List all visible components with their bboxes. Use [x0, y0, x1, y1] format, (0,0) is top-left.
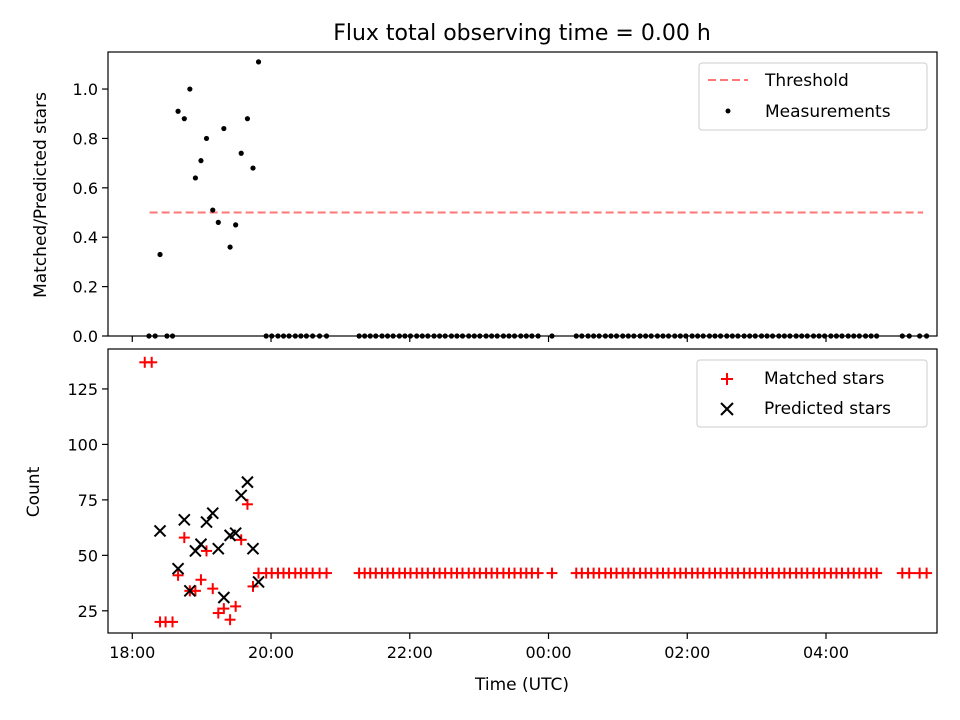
x-tick-label: 04:00 [803, 643, 849, 662]
count-y-axis-label: Count [24, 466, 44, 517]
figure-title: Flux total observing time = 0.00 h [333, 21, 711, 46]
count-y-tick-label: 100 [67, 435, 98, 454]
ratio-y-tick-label: 0.2 [73, 278, 98, 297]
matched-star-point [172, 569, 184, 581]
legend-predicted-label: Predicted stars [764, 399, 891, 419]
matched-star-point [218, 603, 230, 615]
count-legend: Matched stars Predicted stars [696, 359, 928, 428]
ratio-y-tick-label: 0.0 [73, 327, 98, 346]
ratio-axes-frame [107, 51, 938, 337]
matched-star-point [146, 356, 158, 368]
predicted-star-point [212, 542, 225, 555]
ratio-y-tick-label: 0.4 [73, 228, 98, 247]
measurement-point [238, 150, 244, 156]
matched-star-point [207, 583, 219, 595]
measurement-point [198, 158, 204, 164]
x-axis-label: Time (UTC) [474, 675, 569, 695]
predicted-star-point [171, 562, 185, 575]
matched-star-point [201, 545, 213, 557]
count-y-tick-label: 125 [67, 380, 98, 399]
measurement-point [227, 244, 233, 250]
predicted-star-point [200, 515, 213, 529]
legend-measurement-label: Measurements [765, 102, 891, 122]
count-points [139, 356, 933, 628]
measurement-point [203, 135, 210, 142]
count-x-ticks: 18:00 20:00 22:00 00:00 02:00 04:00 [109, 633, 849, 662]
matched-star-point [189, 585, 201, 597]
ratio-y-tick-label: 0.6 [73, 179, 98, 198]
x-tick-label: 02:00 [664, 643, 710, 662]
legend-predicted-swatch [720, 402, 734, 416]
count-axes-frame [107, 348, 938, 634]
predicted-star-point [183, 584, 197, 598]
measurement-point [181, 116, 187, 122]
x-tick-label: 22:00 [387, 643, 433, 662]
measurement-point [255, 59, 262, 65]
x-tick-label: 00:00 [525, 643, 571, 662]
matched-star-point [178, 532, 190, 544]
matched-star-point [241, 498, 253, 510]
matched-star-point [235, 534, 247, 546]
predicted-star-point [178, 513, 191, 527]
measurement-point [157, 251, 163, 258]
measurement-point [192, 175, 199, 181]
ratio-x-ticks [131, 336, 827, 342]
matched-star-point [546, 567, 558, 579]
count-y-tick-label: 75 [78, 491, 98, 510]
matched-star-point [167, 616, 179, 628]
measurement-point [244, 116, 251, 122]
matched-star-point [212, 607, 224, 619]
matched-star-point [921, 567, 933, 579]
predicted-star-point [217, 591, 231, 604]
measurement-point [221, 125, 227, 132]
measurement-points [146, 59, 930, 339]
legend-matched-label: Matched stars [764, 369, 884, 389]
measurement-point [233, 222, 239, 228]
x-tick-label: 18:00 [109, 643, 155, 662]
ratio-y-tick-label: 1.0 [73, 80, 98, 99]
measurement-point [250, 165, 256, 171]
legend-threshold-label: Threshold [764, 71, 849, 91]
matched-star-point [321, 567, 333, 579]
predicted-star-point [252, 575, 265, 589]
matched-star-point [903, 567, 915, 579]
measurement-point [215, 219, 221, 225]
predicted-star-point [206, 506, 219, 520]
matched-star-point [871, 567, 883, 579]
matched-star-point [230, 600, 242, 612]
count-panel: 25 50 75 100 125 18:00 20:00 22:00 00:00 02:00 04… [24, 348, 938, 695]
count-y-tick-label: 25 [78, 602, 98, 621]
measurement-point [175, 108, 181, 114]
count-y-tick-label: 50 [78, 546, 98, 565]
matched-star-point [224, 614, 236, 626]
matched-star-point [532, 567, 544, 579]
predicted-star-point [234, 489, 248, 502]
predicted-star-point [241, 475, 254, 489]
ratio-panel: 0.0 0.2 0.4 0.6 0.8 1.0 Matched/Predicted sta… [31, 51, 938, 346]
predicted-star-point [153, 524, 167, 538]
legend-matched-swatch [721, 373, 733, 385]
measurement-point [187, 86, 193, 92]
predicted-star-point [194, 538, 208, 551]
matched-star-point [195, 574, 207, 586]
count-legend-box [696, 359, 928, 428]
ratio-legend: Threshold Measurements [698, 62, 928, 131]
count-y-ticks: 25 50 75 100 125 [67, 380, 108, 621]
ratio-y-axis-label: Matched/Predicted stars [31, 92, 51, 298]
ratio-y-ticks: 0.0 0.2 0.4 0.6 0.8 1.0 [73, 80, 108, 346]
ratio-legend-box [698, 62, 928, 131]
predicted-star-point [229, 526, 242, 540]
x-tick-label: 20:00 [248, 643, 294, 662]
predicted-star-point [246, 542, 260, 555]
legend-measurement-swatch [725, 108, 731, 114]
measurement-point [210, 207, 216, 213]
ratio-y-tick-label: 0.8 [73, 129, 98, 148]
